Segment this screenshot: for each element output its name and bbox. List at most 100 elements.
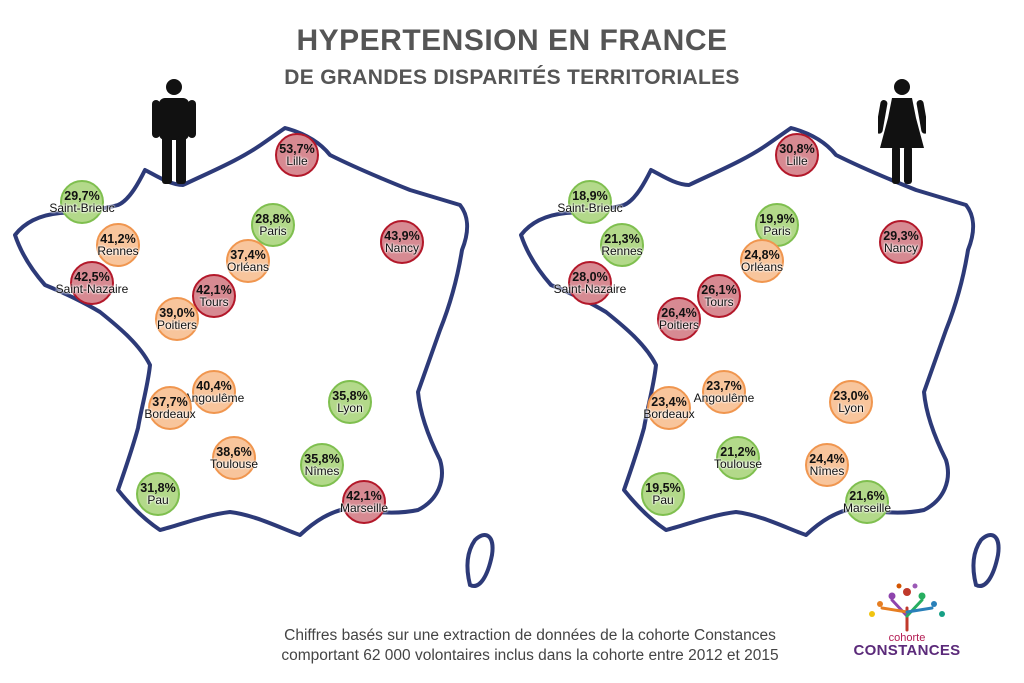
- footer-note: Chiffres basés sur une extraction de don…: [220, 626, 840, 666]
- city-name: Nancy: [883, 241, 918, 255]
- city-name: Saint-Brieuc: [557, 201, 623, 215]
- city-name: Pau: [147, 493, 169, 507]
- rate-value: 28,0%: [572, 270, 608, 284]
- city-name: Rennes: [601, 244, 643, 258]
- rate-value: 24,4%: [809, 452, 845, 466]
- rate-value: 26,1%: [701, 283, 737, 297]
- rate-value: 21,6%: [849, 489, 885, 503]
- city-name: Angoulême: [183, 391, 245, 405]
- city-name: Saint-Nazaire: [553, 282, 627, 296]
- rate-value: 30,8%: [779, 142, 815, 156]
- rate-bubble: 42,1%: [342, 480, 386, 524]
- male-figure-icon: [152, 79, 196, 184]
- city-name: Paris: [259, 224, 287, 238]
- city-name: Nîmes: [304, 464, 340, 478]
- city-name: Bordeaux: [643, 407, 695, 421]
- rate-value: 23,4%: [651, 395, 687, 409]
- rate-value: 53,7%: [279, 142, 315, 156]
- city-name: Toulouse: [713, 457, 763, 471]
- page-title: HYPERTENSION EN FRANCE: [296, 24, 728, 57]
- logo-word-constances: CONSTANCES: [853, 642, 961, 659]
- city-name: Tours: [704, 295, 734, 309]
- rate-bubble: 29,3%: [879, 220, 923, 264]
- city-name: Nancy: [384, 241, 419, 255]
- rate-bubble: 26,4%: [657, 297, 701, 341]
- logo-word-cohorte: cohorte: [888, 632, 926, 644]
- rate-bubble: 23,4%: [647, 386, 691, 430]
- rate-value: 42,1%: [196, 283, 232, 297]
- rate-bubble: 53,7%: [275, 133, 319, 177]
- rate-bubble: 23,7%: [702, 370, 746, 414]
- rate-value: 38,6%: [216, 445, 252, 459]
- rate-bubble: 28,0%: [568, 261, 612, 305]
- rate-bubble: 37,7%: [148, 386, 192, 430]
- city-name: Lille: [786, 154, 808, 168]
- rate-value: 29,3%: [883, 229, 919, 243]
- rate-bubble: 31,8%: [136, 472, 180, 516]
- rate-value: 21,3%: [604, 232, 640, 246]
- rate-value: 35,8%: [332, 389, 368, 403]
- rate-value: 18,9%: [572, 189, 608, 203]
- city-name: Lyon: [337, 401, 363, 415]
- rate-value: 24,8%: [744, 248, 780, 262]
- city-name: Marseille: [339, 501, 388, 515]
- rate-value: 42,5%: [74, 270, 110, 284]
- rate-bubble: 43,9%: [380, 220, 424, 264]
- rate-bubble: 24,4%: [805, 443, 849, 487]
- rate-value: 26,4%: [661, 306, 697, 320]
- rate-bubble: 24,8%: [740, 239, 784, 283]
- city-name: Lyon: [838, 401, 864, 415]
- rate-bubble: 19,9%: [755, 203, 799, 247]
- city-name: Saint-Brieuc: [49, 201, 115, 215]
- rate-value: 23,0%: [833, 389, 869, 403]
- rate-bubble: 21,2%: [716, 436, 760, 480]
- rate-bubble: 37,4%: [226, 239, 270, 283]
- city-name: Lille: [286, 154, 308, 168]
- logo-tree-icon: [869, 583, 945, 632]
- constances-logo: cohorte CONSTANCES: [852, 578, 962, 668]
- rate-bubble: 21,6%: [845, 480, 889, 524]
- female-figure-icon: [878, 79, 926, 184]
- rate-bubble: 21,3%: [600, 223, 644, 267]
- city-name: Angoulême: [693, 391, 755, 405]
- rate-bubble: 19,5%: [641, 472, 685, 516]
- rate-value: 37,4%: [230, 248, 266, 262]
- rate-bubble: 35,8%: [328, 380, 372, 424]
- rate-value: 28,8%: [255, 212, 291, 226]
- rate-value: 37,7%: [152, 395, 188, 409]
- rate-value: 35,8%: [304, 452, 340, 466]
- rate-bubble: 39,0%: [155, 297, 199, 341]
- rate-bubble: 38,6%: [212, 436, 256, 480]
- city-name: Pau: [652, 493, 674, 507]
- city-name: Toulouse: [209, 457, 259, 471]
- rate-value: 29,7%: [64, 189, 100, 203]
- footer-line-2: comportant 62 000 volontaires inclus dan…: [281, 647, 779, 664]
- rate-value: 21,2%: [720, 445, 756, 459]
- footer-line-1: Chiffres basés sur une extraction de don…: [284, 627, 776, 644]
- rate-value: 39,0%: [159, 306, 195, 320]
- rate-value: 31,8%: [140, 481, 176, 495]
- rate-value: 41,2%: [100, 232, 136, 246]
- france-outline-men: [13, 126, 495, 588]
- rate-bubble: 35,8%: [300, 443, 344, 487]
- city-name: Nîmes: [809, 464, 845, 478]
- rate-bubble: 42,5%: [70, 261, 114, 305]
- rate-bubble: 42,1%: [192, 274, 236, 318]
- rate-bubble: 40,4%: [192, 370, 236, 414]
- rate-bubble: 30,8%: [775, 133, 819, 177]
- city-name: Orléans: [226, 260, 270, 274]
- rate-value: 43,9%: [384, 229, 420, 243]
- rate-bubble: 41,2%: [96, 223, 140, 267]
- rate-bubble: 18,9%: [568, 180, 612, 224]
- rate-bubble: 23,0%: [829, 380, 873, 424]
- city-name: Tours: [199, 295, 229, 309]
- city-name: Poitiers: [658, 318, 699, 332]
- city-name: Orléans: [740, 260, 784, 274]
- city-name: Saint-Nazaire: [55, 282, 129, 296]
- city-name: Marseille: [842, 501, 891, 515]
- rate-bubble: 28,8%: [251, 203, 295, 247]
- city-name: Paris: [763, 224, 791, 238]
- rate-value: 23,7%: [706, 379, 742, 393]
- rate-value: 42,1%: [346, 489, 382, 503]
- rate-value: 19,9%: [759, 212, 795, 226]
